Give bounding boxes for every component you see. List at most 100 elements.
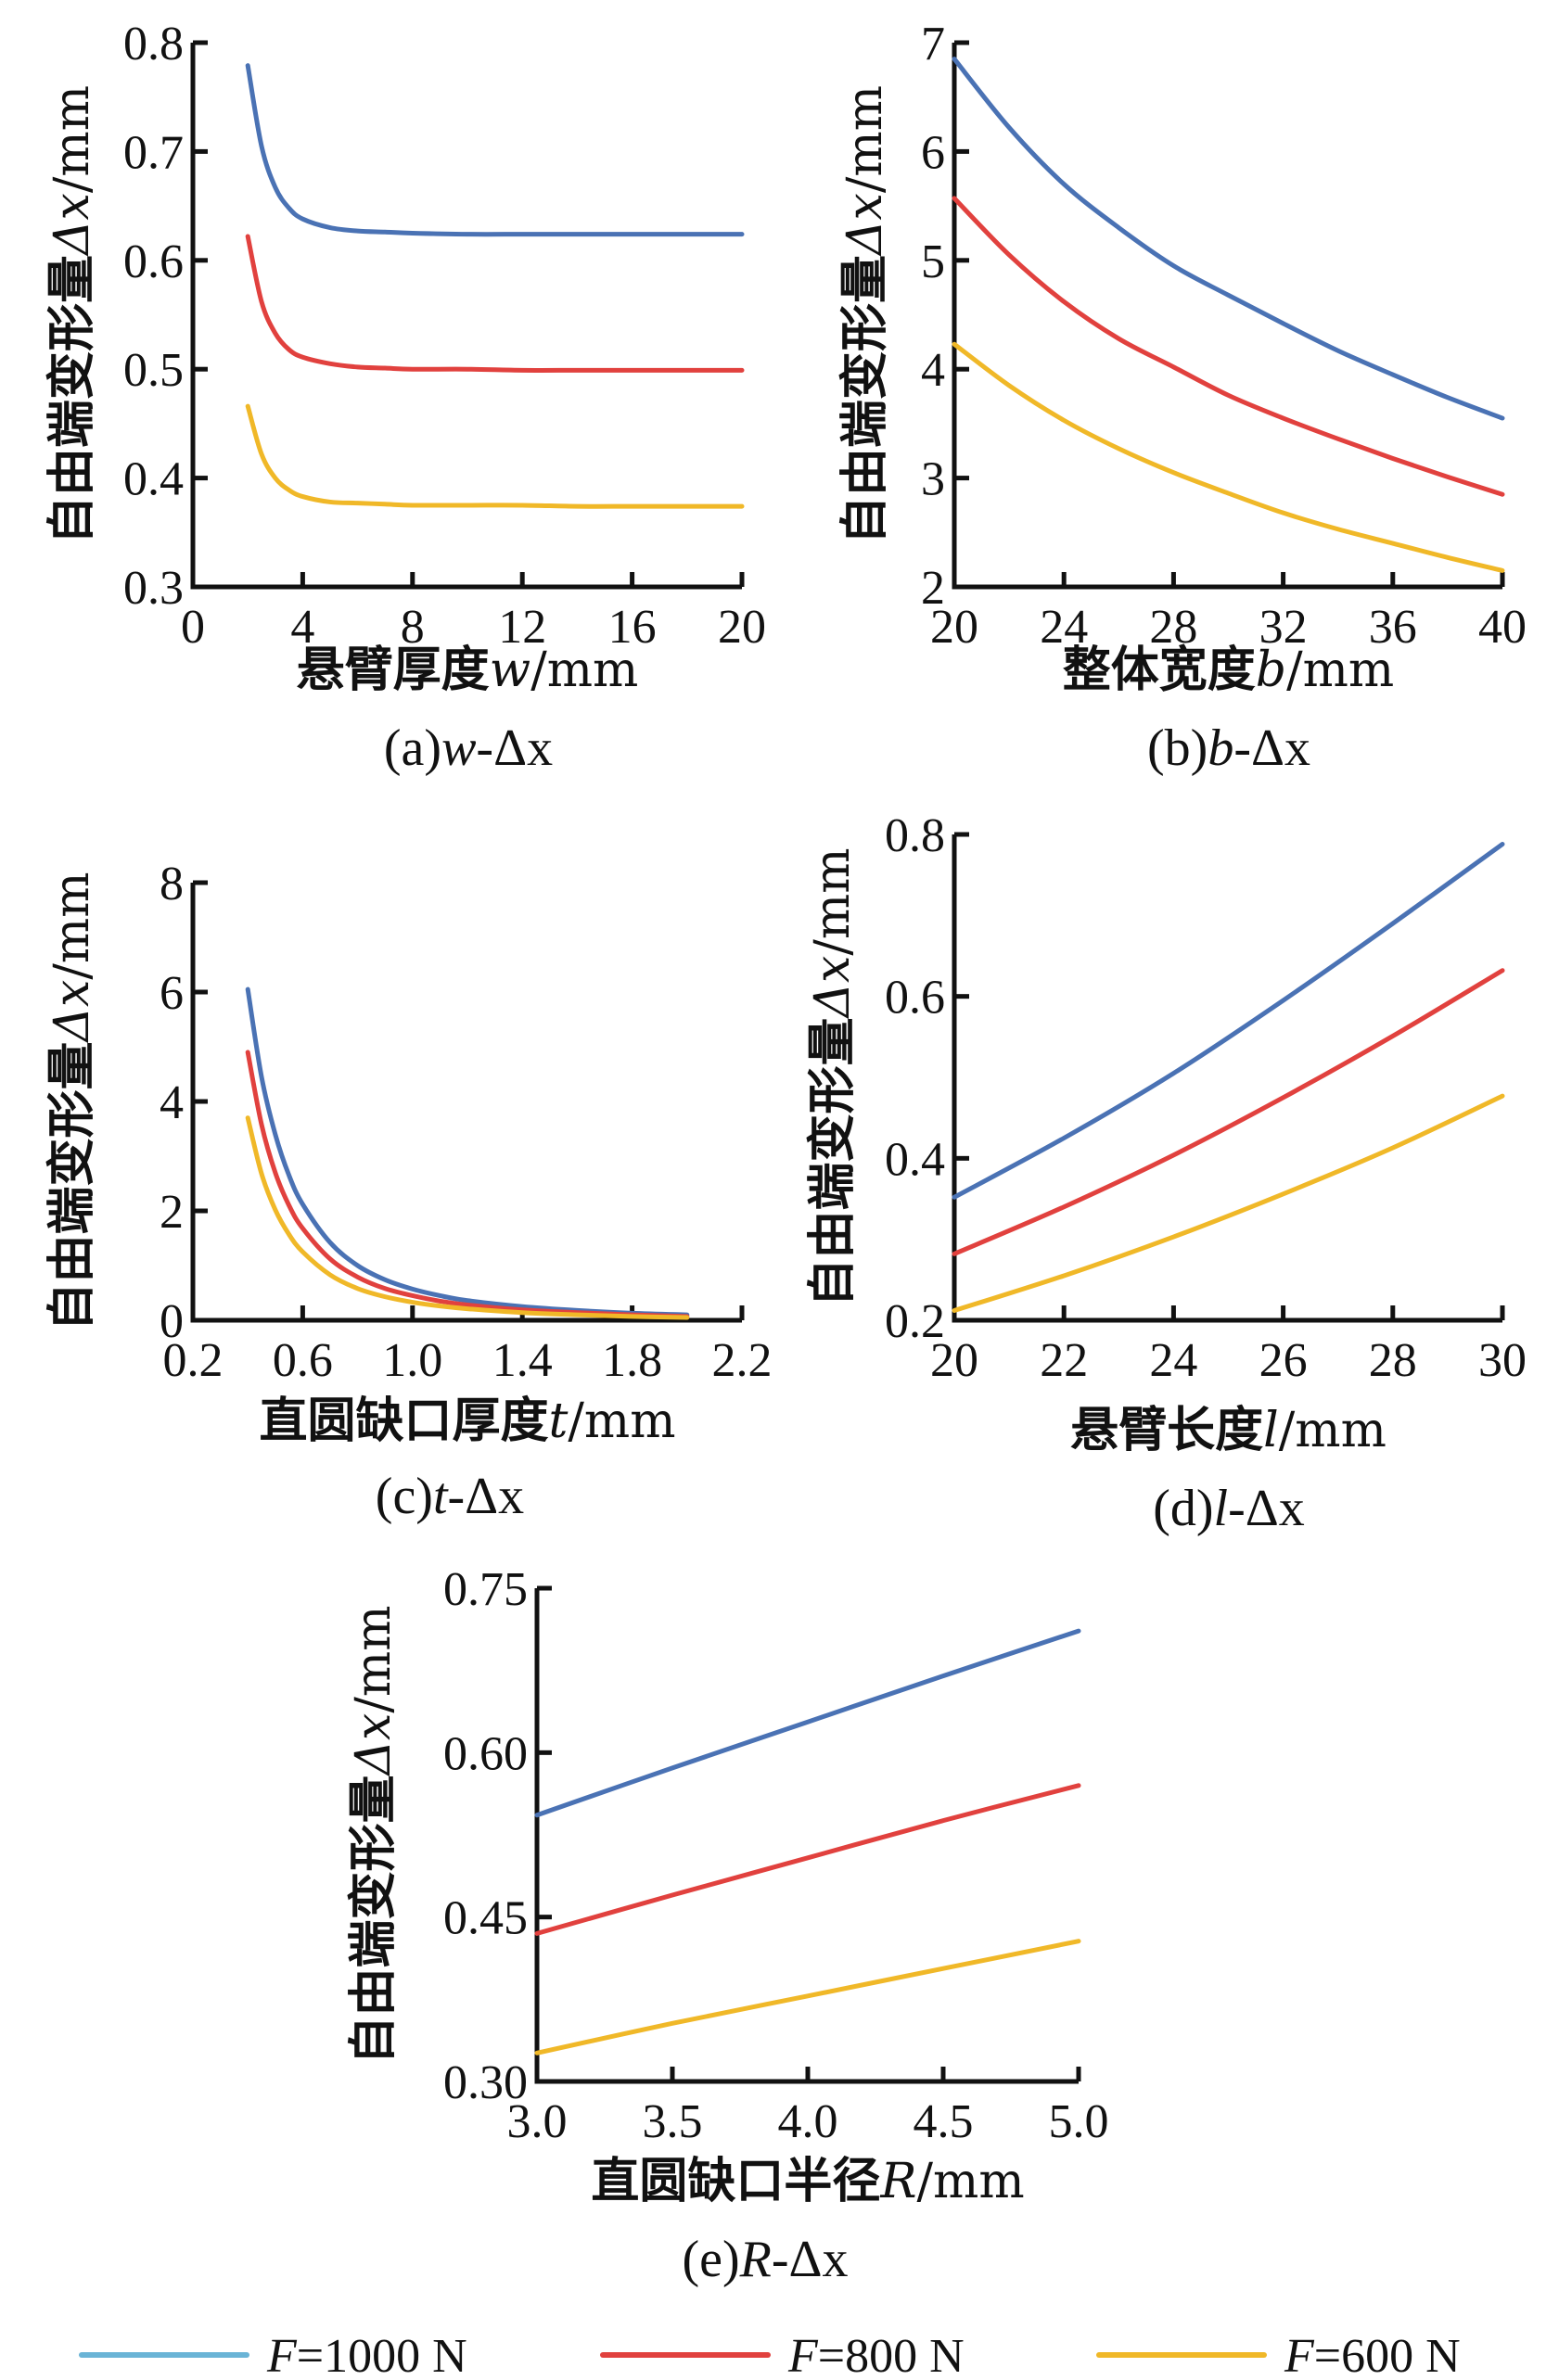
x-axis-title: 整体宽度b/mm: [1063, 642, 1394, 698]
series-line-F800: [245, 234, 745, 373]
y-tick-label: 5: [921, 235, 945, 288]
x-tick-label: 3.5: [643, 2095, 703, 2148]
axis-lines: [952, 834, 1502, 1323]
panel-caption: (b)b-Δx: [1147, 719, 1310, 777]
x-tick-label: 30: [1478, 1334, 1527, 1387]
legend-label: F=600 N: [1284, 2330, 1461, 2380]
y-tick-label: 2: [160, 1186, 184, 1239]
series-line-F600: [245, 1115, 690, 1320]
legend-item-F600: F=600 N: [1096, 2330, 1461, 2380]
y-tick-label: 0.45: [443, 1892, 528, 1945]
series-line-F800: [534, 1783, 1081, 1936]
series-line-F800: [952, 196, 1505, 497]
y-tick-label: 0.2: [885, 1295, 945, 1348]
y-tick-label: 4: [921, 344, 945, 397]
series-line-F600: [245, 403, 745, 509]
x-tick-label: 24: [1040, 601, 1088, 654]
x-tick-label: 3.0: [507, 2095, 568, 2148]
x-tick-label: 2.2: [712, 1334, 773, 1387]
y-axis-title: 自由端变形量Δx/mm: [44, 872, 100, 1330]
series-line-F600: [952, 1093, 1505, 1314]
chart-panel-e: 0.30 0.45 0.60 0.75 3.0 3.5 4.0 4.5 5.0 直圆缺口半径R/m…: [345, 1563, 1109, 2288]
y-tick-label: 6: [921, 126, 945, 179]
chart-panel-b: 2 3 4 5 6 7 20 24 28 32 36 40 整体宽度b/mm 自由端变形量Δx/mm (b)…: [837, 18, 1527, 777]
series-line-F1000: [245, 986, 690, 1317]
series-line-F1000: [952, 841, 1505, 1200]
y-tick-label: 8: [160, 858, 184, 910]
x-tick-label: 26: [1259, 1334, 1308, 1387]
chart-panel-d: 0.2 0.4 0.6 0.8 20 22 24 26 28 30 悬臂长度l/mm 自由端变形量Δx…: [804, 809, 1527, 1537]
x-tick-label: 40: [1478, 601, 1527, 654]
x-tick-label: 4: [290, 601, 314, 654]
y-tick-label: 0: [160, 1295, 184, 1348]
panel-caption: (d)l-Δx: [1153, 1480, 1305, 1537]
x-tick-label: 36: [1369, 601, 1417, 654]
x-tick-label: 28: [1369, 1334, 1417, 1387]
x-tick-label: 0.6: [273, 1334, 333, 1387]
x-tick-label: 0: [181, 601, 205, 654]
x-tick-label: 1.8: [602, 1334, 662, 1387]
axis-lines: [190, 883, 742, 1323]
y-axis-title: 自由端变形量Δx/mm: [345, 1605, 402, 2064]
x-tick-label: 8: [401, 601, 425, 654]
legend-item-F1000: F=1000 N: [79, 2330, 467, 2380]
y-tick-label: 0.7: [123, 126, 184, 179]
x-tick-label: 22: [1040, 1334, 1088, 1387]
legend-item-F800: F=800 N: [600, 2330, 965, 2380]
series-line-F600: [534, 1939, 1081, 2055]
x-tick-label: 1.4: [492, 1334, 553, 1387]
x-tick-label: 12: [498, 601, 546, 654]
x-tick-label: 0.2: [163, 1334, 224, 1387]
x-axis-title: 悬臂厚度w/mm: [297, 642, 639, 698]
chart-panel-c: 0 2 4 6 8 0.2 0.6 1.0 1.4 1.8 2.2 直圆缺口厚度t/mm 自由端变形量Δ…: [44, 858, 773, 1525]
chart-panel-a: 0.3 0.4 0.5 0.6 0.7 0.8 0 4 8 12 16 20 悬臂厚度w/mm 自由端变形…: [44, 18, 766, 777]
series-line-F1000: [534, 1628, 1081, 1818]
y-tick-label: 0.60: [443, 1727, 528, 1780]
x-tick-label: 32: [1259, 601, 1308, 654]
legend-label: F=1000 N: [266, 2330, 467, 2380]
y-axis-title: 自由端变形量Δx/mm: [837, 85, 893, 544]
y-tick-label: 4: [160, 1076, 184, 1129]
x-axis-title: 直圆缺口半径R/mm: [591, 2153, 1024, 2209]
panel-caption: (a)w-Δx: [384, 719, 553, 777]
y-tick-label: 0.8: [885, 809, 945, 862]
y-tick-label: 0.75: [443, 1563, 528, 1616]
x-tick-label: 4.5: [914, 2095, 974, 2148]
x-tick-label: 20: [718, 601, 766, 654]
axis-lines: [952, 43, 1502, 590]
x-tick-label: 1.0: [382, 1334, 442, 1387]
legend: F=1000 N F=800 N F=600 N: [79, 2330, 1461, 2380]
y-tick-label: 0.4: [123, 453, 184, 506]
y-tick-label: 0.6: [123, 235, 184, 288]
series-line-F800: [952, 968, 1505, 1256]
axis-lines: [534, 1588, 1079, 2084]
chart-panels: 0.30.40.50.60.70.80 4 8 12 16 20悬臂厚度w/mm自由端变形…: [44, 18, 1527, 2288]
y-axis-title: 自由端变形量Δx/mm: [804, 847, 861, 1306]
series-line-F600: [952, 341, 1505, 573]
y-tick-label: 0.6: [885, 972, 945, 1025]
series-line-F1000: [952, 57, 1505, 421]
y-tick-label: 0.30: [443, 2056, 528, 2109]
y-tick-label: 3: [921, 453, 945, 506]
y-tick-label: 0.8: [123, 18, 184, 70]
y-tick-label: 7: [921, 18, 945, 70]
panel-caption: (e)R-Δx: [682, 2231, 848, 2288]
x-tick-label: 28: [1149, 601, 1197, 654]
x-tick-label: 20: [930, 601, 978, 654]
y-tick-label: 2: [921, 562, 945, 615]
x-tick-label: 4.0: [778, 2095, 838, 2148]
y-axis-title: 自由端变形量Δx/mm: [44, 85, 100, 544]
series-line-F800: [245, 1050, 690, 1319]
series-line-F1000: [245, 63, 745, 237]
x-tick-label: 5.0: [1049, 2095, 1109, 2148]
y-tick-label: 0.4: [885, 1133, 945, 1186]
x-tick-label: 16: [608, 601, 657, 654]
y-tick-label: 0.5: [123, 344, 184, 397]
x-tick-label: 20: [930, 1334, 978, 1387]
panel-caption: (c)t-Δx: [376, 1468, 524, 1525]
x-axis-title: 直圆缺口厚度t/mm: [259, 1393, 675, 1449]
x-tick-label: 24: [1149, 1334, 1197, 1387]
y-tick-label: 6: [160, 967, 184, 1020]
legend-label: F=800 N: [787, 2330, 965, 2380]
